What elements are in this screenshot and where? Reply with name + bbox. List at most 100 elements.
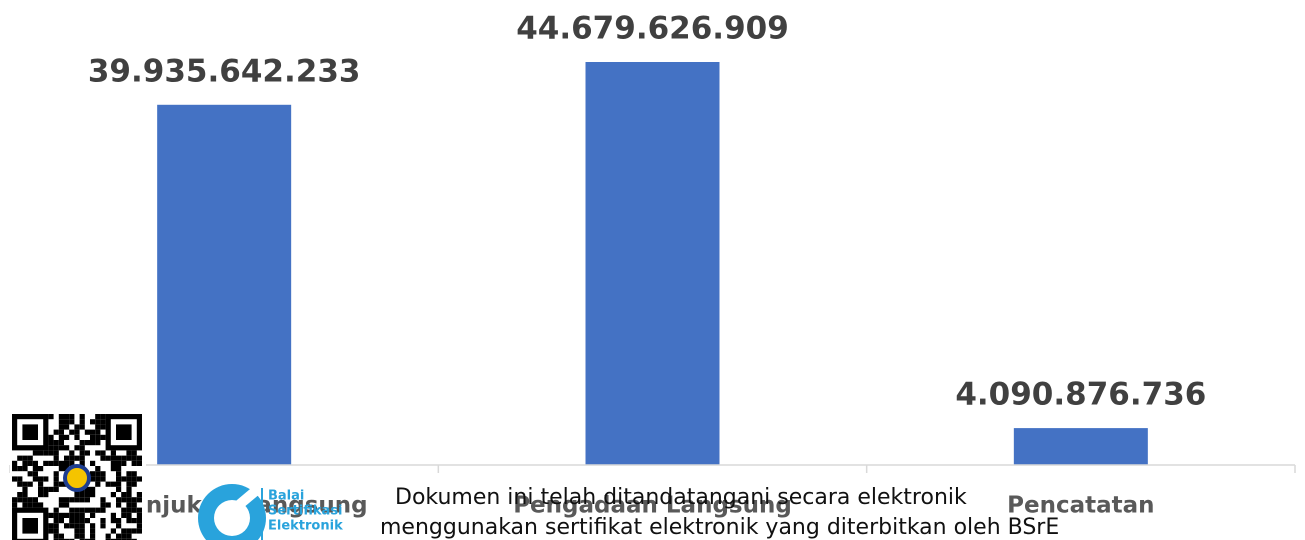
qr-cell [58, 502, 64, 508]
qr-cell [121, 492, 127, 498]
qr-cell [69, 455, 75, 461]
qr-cell [100, 518, 106, 524]
qr-cell [79, 419, 85, 425]
qr-cell [90, 533, 96, 539]
qr-cell [38, 486, 44, 492]
bar [157, 104, 292, 465]
qr-cell [90, 440, 96, 446]
qr-cell [48, 523, 54, 529]
bar [585, 62, 720, 465]
qr-cell [95, 429, 101, 435]
qr-cell [116, 538, 122, 540]
qr-cell [131, 481, 137, 487]
qr-cell [79, 424, 85, 430]
qr-cell [121, 538, 127, 540]
qr-cell [84, 440, 90, 446]
qr-cell [22, 455, 28, 461]
qr-cell [69, 450, 75, 456]
qr-cell [100, 497, 106, 503]
qr-cell [58, 414, 64, 420]
qr-cell [32, 476, 38, 482]
qr-cell [136, 455, 142, 461]
qr-cell [38, 450, 44, 456]
qr-cell [116, 502, 122, 508]
qr-cell [131, 507, 137, 513]
bar [1013, 428, 1148, 465]
qr-cell [69, 419, 75, 425]
qr-cell [32, 502, 38, 508]
qr-cell [43, 492, 49, 498]
qr-cell [22, 481, 28, 487]
qr-cell [53, 538, 59, 540]
qr-cell [58, 512, 64, 518]
qr-cell [90, 538, 96, 540]
qr-cell [116, 466, 122, 472]
qr-cell [131, 518, 137, 524]
qr-cell [48, 414, 54, 420]
stamp-text: menggunakan sertifikat elektronik yang d… [380, 515, 1059, 540]
qr-cell [74, 523, 80, 529]
qr-cell [64, 538, 70, 540]
qr-cell [136, 476, 142, 482]
qr-cell [90, 434, 96, 440]
qr-cell [121, 455, 127, 461]
qr-cell [84, 538, 90, 540]
qr-cell [64, 460, 70, 466]
qr-cell [48, 528, 54, 534]
qr-cell [79, 445, 85, 451]
qr-cell [95, 424, 101, 430]
qr-cell [126, 455, 132, 461]
qr-cell [48, 450, 54, 456]
qr-cell [79, 497, 85, 503]
qr-cell [53, 460, 59, 466]
qr-cell [105, 455, 111, 461]
qr-cell [48, 440, 54, 446]
qr-cell [58, 518, 64, 524]
qr-cell [121, 507, 127, 513]
qr-cell [22, 497, 28, 503]
qr-cell [64, 512, 70, 518]
qr-cell [126, 528, 132, 534]
qr-cell [95, 440, 101, 446]
qr-cell [95, 466, 101, 472]
qr-cell [110, 466, 116, 472]
qr-cell [58, 445, 64, 451]
qr-cell [131, 460, 137, 466]
qr-cell [79, 455, 85, 461]
qr-cell [100, 434, 106, 440]
qr-cell [17, 476, 23, 482]
qr-cell [110, 518, 116, 524]
qr-cell [100, 502, 106, 508]
qr-cell [121, 497, 127, 503]
qr-cell [48, 460, 54, 466]
qr-cell [90, 460, 96, 466]
qr-cell [32, 497, 38, 503]
qr-cell [116, 481, 122, 487]
qr-finder [22, 518, 38, 534]
qr-cell [69, 538, 75, 540]
qr-cell [136, 523, 142, 529]
logo-text: Balai [268, 489, 304, 504]
qr-cell [131, 497, 137, 503]
qr-cell [43, 486, 49, 492]
value-label: 4.090.876.736 [955, 377, 1206, 413]
qr-cell [53, 450, 59, 456]
qr-cell [79, 538, 85, 540]
qr-cell [53, 512, 59, 518]
qr-cell [79, 533, 85, 539]
qr-cell [131, 538, 137, 540]
qr-cell [95, 471, 101, 477]
qr-cell [84, 429, 90, 435]
qr-cell [110, 455, 116, 461]
qr-cell [69, 523, 75, 529]
qr-cell [17, 497, 23, 503]
qr-cell [105, 533, 111, 539]
qr-cell [116, 518, 122, 524]
qr-cell [58, 481, 64, 487]
qr-cell [38, 481, 44, 487]
qr-cell [53, 445, 59, 451]
qr-cell [58, 460, 64, 466]
qr-cell [100, 507, 106, 513]
qr-cell [100, 471, 106, 477]
qr-cell [74, 528, 80, 534]
